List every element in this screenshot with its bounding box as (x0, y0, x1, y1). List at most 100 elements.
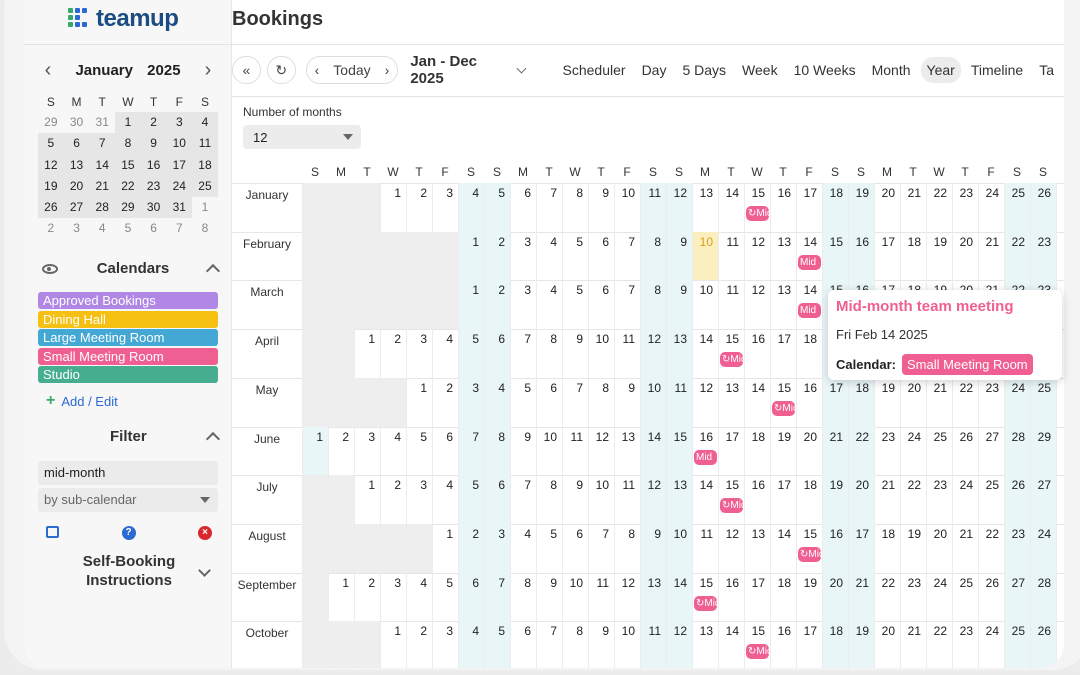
day-cell[interactable]: 13 (718, 377, 744, 427)
event-chip[interactable]: Mid (798, 254, 821, 270)
mini-calendar-day[interactable]: 6 (150, 221, 157, 236)
day-cell[interactable]: 9 (614, 377, 640, 427)
day-cell[interactable]: 22 (978, 523, 1004, 573)
day-cell[interactable]: 5 (510, 377, 536, 427)
day-cell[interactable]: 1 (328, 572, 354, 622)
day-cell[interactable]: 18 (796, 329, 822, 379)
day-cell[interactable]: 2 (406, 621, 432, 668)
day-cell[interactable]: 2 (432, 377, 458, 427)
day-cell[interactable]: 1 (458, 280, 484, 330)
calendar-item[interactable]: Small Meeting Room (38, 347, 218, 365)
day-cell[interactable]: 14 (718, 621, 744, 668)
day-cell[interactable]: 8 (588, 377, 614, 427)
day-cell[interactable]: 29 (1056, 572, 1064, 622)
day-cell[interactable]: 12 (744, 231, 770, 281)
day-cell[interactable]: 11 (614, 475, 640, 525)
day-cell[interactable]: 14 (640, 426, 666, 476)
clear-filter-icon[interactable]: × (198, 526, 212, 540)
day-cell[interactable]: 1 (458, 231, 484, 281)
view-tab[interactable]: Week (742, 62, 778, 78)
day-cell[interactable]: 2 (484, 231, 510, 281)
day-cell[interactable]: 15 ↻Mid (718, 329, 744, 379)
logo[interactable]: teamup (68, 5, 179, 32)
day-cell[interactable]: 16 (796, 377, 822, 427)
day-cell[interactable]: 14 (718, 183, 744, 232)
day-cell[interactable]: 19 (848, 183, 874, 232)
mini-calendar-day[interactable]: 31 (166, 197, 193, 219)
view-tab[interactable]: 10 Weeks (793, 62, 856, 78)
day-cell[interactable]: 21 (952, 523, 978, 573)
day-cell[interactable]: 28 (1004, 426, 1030, 476)
day-cell[interactable]: 9 (666, 231, 692, 281)
day-cell[interactable]: 9 (588, 621, 614, 668)
day-cell[interactable]: 22 (848, 426, 874, 476)
day-cell[interactable]: 8 (614, 523, 640, 573)
day-cell[interactable]: 26 (1004, 475, 1030, 525)
mini-calendar-day[interactable]: 13 (63, 154, 90, 176)
view-tab[interactable]: Scheduler (562, 62, 626, 78)
day-cell[interactable]: 2 (380, 329, 406, 379)
mini-calendar-day[interactable]: 16 (140, 154, 167, 176)
day-cell[interactable]: 5 (536, 523, 562, 573)
mini-calendar-day[interactable]: 22 (115, 175, 141, 198)
day-cell[interactable]: 19 (926, 231, 952, 281)
day-cell[interactable]: 12 (718, 523, 744, 573)
day-cell[interactable]: 24 (1030, 523, 1056, 573)
day-cell[interactable]: 18 (874, 523, 900, 573)
day-cell[interactable]: 20 (822, 572, 848, 622)
mini-calendar-day[interactable]: 21 (89, 175, 116, 198)
day-cell[interactable]: 22 (874, 572, 900, 622)
chevron-right-icon[interactable]: › (204, 59, 212, 81)
day-cell[interactable]: 16 (770, 183, 796, 232)
mini-calendar-day[interactable]: 2 (140, 112, 167, 134)
day-cell[interactable]: 30 (1056, 426, 1064, 476)
day-cell[interactable]: 19 (770, 426, 796, 476)
day-cell[interactable]: 4 (432, 475, 458, 525)
mini-calendar-day[interactable]: 31 (95, 115, 109, 129)
day-cell[interactable]: 3 (432, 183, 458, 232)
day-cell[interactable]: 25 (1004, 621, 1030, 668)
mini-calendar-day[interactable]: 3 (166, 112, 193, 134)
day-cell[interactable]: 10 (692, 231, 718, 281)
mini-calendar-day[interactable]: 27 (63, 197, 90, 219)
day-cell[interactable]: 8 (510, 572, 536, 622)
event-chip[interactable]: ↻Mid (746, 644, 769, 660)
day-cell[interactable]: 6 (588, 280, 614, 330)
day-cell[interactable]: 17 (770, 329, 796, 379)
mini-calendar-day[interactable]: 24 (166, 175, 193, 198)
day-cell[interactable]: 4 (458, 621, 484, 668)
day-cell[interactable]: 6 (458, 572, 484, 622)
day-cell[interactable]: 17 (770, 475, 796, 525)
day-cell[interactable]: 15 ↻Mid (796, 523, 822, 573)
month-label[interactable]: January (245, 188, 289, 202)
day-cell[interactable]: 26 (1056, 377, 1064, 427)
day-cell[interactable]: 9 (562, 329, 588, 379)
mini-calendar-day[interactable]: 5 (38, 133, 64, 155)
day-cell[interactable]: 28 (1056, 475, 1064, 525)
view-tab[interactable]: Year (920, 57, 961, 83)
day-cell[interactable]: 1 (380, 183, 406, 232)
day-cell[interactable]: 11 (718, 231, 744, 281)
day-cell[interactable]: 7 (510, 329, 536, 379)
day-cell[interactable]: 13 (614, 426, 640, 476)
day-cell[interactable]: 1 (380, 621, 406, 668)
day-cell[interactable]: 10 (588, 329, 614, 379)
day-cell[interactable]: 5 (458, 475, 484, 525)
month-label[interactable]: February (242, 236, 292, 251)
day-cell[interactable]: 23 (1004, 523, 1030, 573)
day-cell[interactable]: 24 (926, 572, 952, 622)
day-cell[interactable]: 1 (432, 523, 458, 573)
day-cell[interactable]: 5 (484, 183, 510, 232)
day-cell[interactable]: 9 (666, 280, 692, 330)
day-cell[interactable]: 26 (1030, 621, 1056, 668)
day-cell[interactable]: 9 (640, 523, 666, 573)
event-chip[interactable]: ↻Mid (720, 352, 743, 368)
day-cell[interactable]: 4 (406, 572, 432, 622)
day-cell[interactable]: 26 (1030, 183, 1056, 232)
day-cell[interactable]: 3 (380, 572, 406, 622)
day-cell[interactable]: 16 Mid (692, 426, 718, 476)
event-chip[interactable]: ↻Mid (694, 595, 717, 611)
month-label[interactable]: May (255, 382, 279, 397)
day-cell[interactable]: 10 (614, 183, 640, 232)
day-cell[interactable]: 5 (562, 280, 588, 330)
